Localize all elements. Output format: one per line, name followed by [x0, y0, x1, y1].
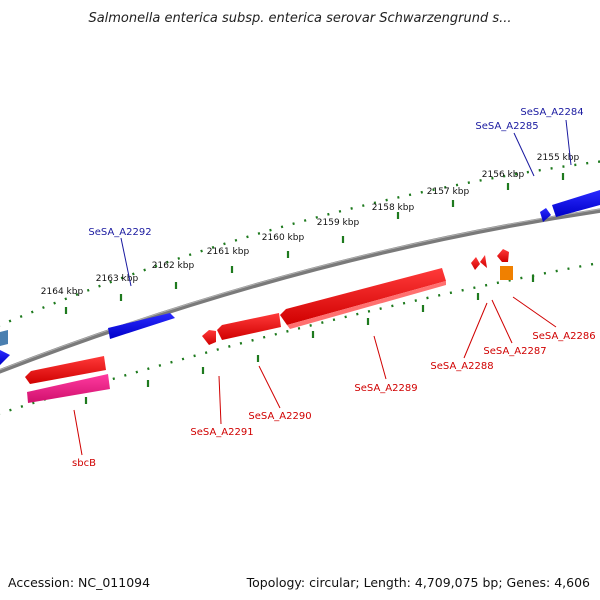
gene-edge-left[interactable] [0, 330, 10, 365]
scale-label-2158: 2158 kbp [372, 203, 415, 213]
scale-label-2157: 2157 kbp [427, 187, 470, 197]
gene-label-sbcb[interactable]: sbcB [72, 458, 96, 469]
scale-label-2156: 2156 kbp [482, 170, 525, 180]
inner-major-ticks [84, 275, 535, 404]
gene-label-sesa-a2292[interactable]: SeSA_A2292 [88, 227, 151, 238]
gene-label-sesa-a2284[interactable]: SeSA_A2284 [520, 107, 583, 118]
scale-label-2155: 2155 kbp [537, 153, 580, 163]
genome-backbone [0, 208, 600, 374]
gene-sbcb[interactable] [27, 374, 110, 403]
gene-sesa-a2285[interactable] [540, 208, 551, 222]
scale-tick-track [0, 160, 600, 327]
scale-label-2159: 2159 kbp [317, 218, 360, 228]
gene-sesa-a2286[interactable] [497, 249, 513, 280]
accession-text: Accession: NC_011094 [8, 575, 151, 590]
gene-label-sesa-a2291[interactable]: SeSA_A2291 [190, 427, 253, 438]
gene-sesa-a2291[interactable] [202, 330, 216, 345]
gene-label-sesa-a2287[interactable]: SeSA_A2287 [483, 346, 546, 357]
gene-reverse-left[interactable] [25, 356, 106, 384]
gene-sesa-a2288[interactable] [471, 257, 480, 270]
gene-label-sesa-a2286[interactable]: SeSA_A2286 [532, 331, 595, 342]
gene-label-sesa-a2288[interactable]: SeSA_A2288 [430, 361, 493, 372]
map-title: Salmonella enterica subsp. enterica sero… [88, 11, 511, 26]
gene-sesa-a2290[interactable] [217, 313, 281, 340]
gene-sesa-a2292[interactable] [108, 313, 175, 339]
scale-major-ticks [64, 173, 565, 314]
topology-summary-text: Topology: circular; Length: 4,709,075 bp… [246, 575, 590, 590]
gene-sesa-a2287[interactable] [480, 255, 487, 268]
gene-sesa-a2284[interactable] [552, 190, 600, 217]
scale-label-2161: 2161 kbp [207, 247, 250, 257]
scale-label-2162: 2162 kbp [152, 261, 195, 271]
scale-label-2160: 2160 kbp [262, 233, 305, 243]
gene-label-sesa-a2289[interactable]: SeSA_A2289 [354, 383, 417, 394]
scale-label-2163: 2163 kbp [96, 274, 139, 284]
gene-label-sesa-a2290[interactable]: SeSA_A2290 [248, 411, 311, 422]
gene-label-sesa-a2285[interactable]: SeSA_A2285 [475, 121, 538, 132]
genome-backbone-highlight [0, 208, 600, 371]
gene-sesa-a2289[interactable] [280, 268, 446, 329]
label-leaders [73, 119, 572, 456]
scale-label-2164: 2164 kbp [41, 287, 84, 297]
